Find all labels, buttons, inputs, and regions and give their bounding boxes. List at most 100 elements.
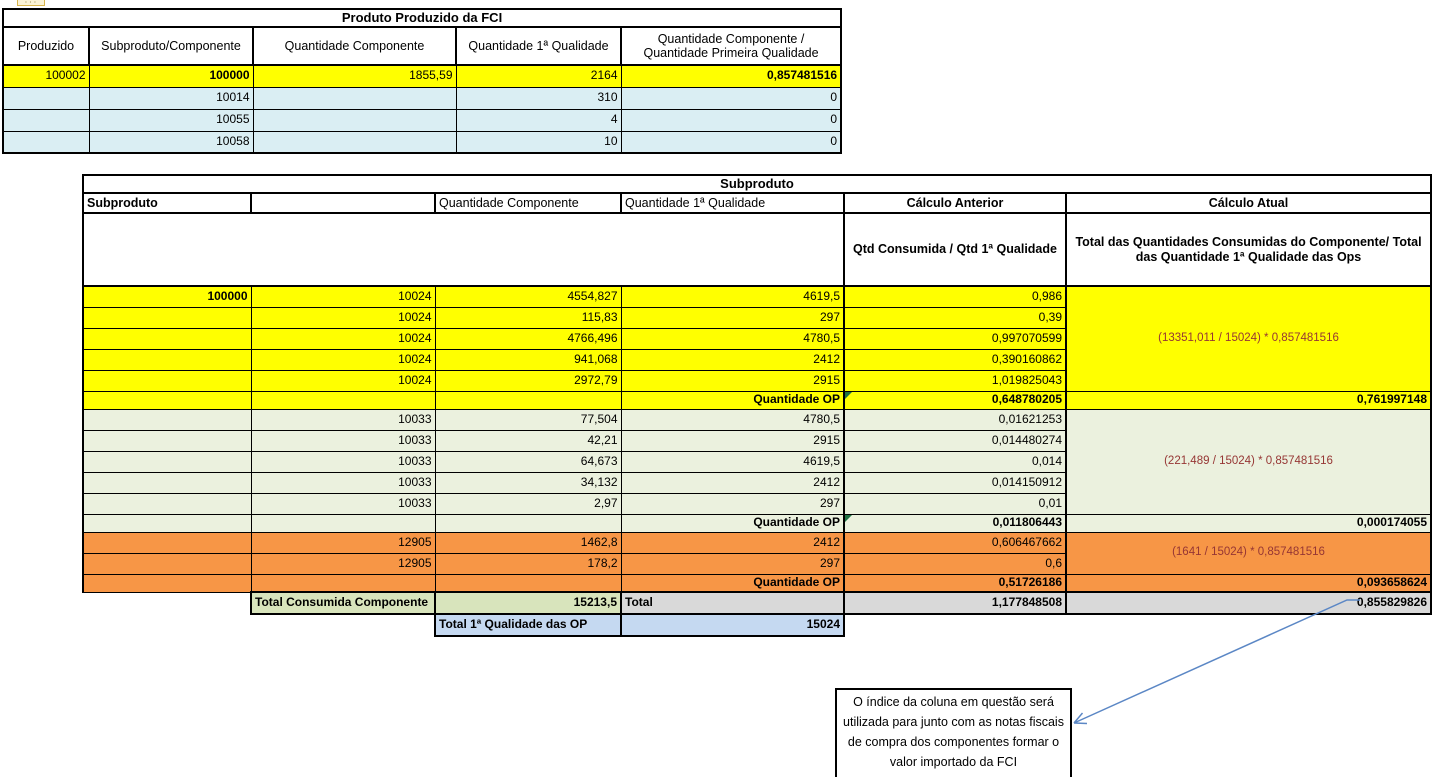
cell-componente[interactable]: 10033 <box>250 471 436 494</box>
cell-qtd-qualidade[interactable]: 310 <box>455 86 622 110</box>
cell-subproduto[interactable]: 100000 <box>88 64 254 88</box>
cell-op-atual[interactable]: 0,761997148 <box>1065 390 1432 410</box>
cell-qtd-componente[interactable]: 64,673 <box>434 450 622 473</box>
cell-total-atual[interactable]: 0,855829826 <box>1065 591 1432 615</box>
cell-componente[interactable]: 10024 <box>250 369 436 392</box>
spreadsheet-cell[interactable] <box>250 390 436 410</box>
spreadsheet-cell[interactable] <box>434 573 622 593</box>
cell-total-consumida-value[interactable]: 15213,5 <box>434 591 622 615</box>
cell-qtd-componente[interactable]: 941,068 <box>434 348 622 371</box>
cell-qtd-componente[interactable]: 178,2 <box>434 552 622 575</box>
table1-header-indice[interactable]: Quantidade Componente / Quantidade Prime… <box>619 26 843 66</box>
cell-indice[interactable]: 0 <box>620 86 843 110</box>
cell-calculo-anterior[interactable]: 0,01621253 <box>843 408 1067 431</box>
spreadsheet-cell[interactable] <box>82 513 252 533</box>
cell-calculo-anterior[interactable]: 0,606467662 <box>843 531 1067 554</box>
cell-op-anterior[interactable]: 0,648780205 <box>843 390 1067 410</box>
cell-qtd-componente[interactable]: 2,97 <box>434 492 622 515</box>
cell-subproduto[interactable]: 100000 <box>82 285 252 308</box>
table2-header-calculo-atual[interactable]: Cálculo Atual <box>1065 192 1432 214</box>
table2-header-blank[interactable] <box>250 192 436 214</box>
cell-subproduto[interactable] <box>82 327 252 350</box>
cell-subproduto[interactable] <box>82 552 252 575</box>
cell-indice[interactable]: 0 <box>620 108 843 132</box>
cell-qtd-componente[interactable]: 4766,496 <box>434 327 622 350</box>
cell-componente[interactable]: 10024 <box>250 285 436 308</box>
cell-componente[interactable]: 10024 <box>250 306 436 329</box>
cell-subproduto[interactable] <box>82 471 252 494</box>
cell-calculo-anterior[interactable]: 0,014480274 <box>843 429 1067 452</box>
cell-qtd-qualidade[interactable]: 297 <box>620 552 845 575</box>
table2-subheader-atual[interactable]: Total das Quantidades Consumidas do Comp… <box>1065 212 1432 287</box>
cell-subproduto[interactable] <box>82 492 252 515</box>
cell-subproduto[interactable] <box>82 450 252 473</box>
cell-op-anterior[interactable]: 0,011806443 <box>843 513 1067 533</box>
cell-qtd-componente[interactable]: 77,504 <box>434 408 622 431</box>
spreadsheet-cell[interactable] <box>434 513 622 533</box>
spreadsheet-cell[interactable] <box>82 390 252 410</box>
annotation-textbox[interactable]: O índice da coluna em questão será utili… <box>835 688 1072 777</box>
table2-header-calculo-anterior[interactable]: Cálculo Anterior <box>843 192 1067 214</box>
cell-calculo-anterior[interactable]: 0,6 <box>843 552 1067 575</box>
cell-qtd-componente[interactable]: 4554,827 <box>434 285 622 308</box>
table1-header-subproduto-componente[interactable]: Subproduto/Componente <box>88 26 254 66</box>
spreadsheet-cell[interactable] <box>250 513 436 533</box>
cell-total-qualidade-label[interactable]: Total 1ª Qualidade das OP <box>434 613 622 637</box>
cell-qtd-qualidade[interactable]: 10 <box>455 130 622 154</box>
cell-calculo-anterior[interactable]: 0,390160862 <box>843 348 1067 371</box>
cell-qtd-componente[interactable] <box>252 86 457 110</box>
cell-indice[interactable]: 0 <box>620 130 843 154</box>
cell-qtd-componente[interactable]: 1855,59 <box>252 64 457 88</box>
cell-calculo-anterior[interactable]: 0,014 <box>843 450 1067 473</box>
cell-op-anterior[interactable]: 0,51726186 <box>843 573 1067 593</box>
cell-qtd-componente[interactable]: 42,21 <box>434 429 622 452</box>
cell-qtd-componente[interactable] <box>252 130 457 154</box>
cell-subproduto[interactable] <box>82 369 252 392</box>
spreadsheet-cell[interactable] <box>434 390 622 410</box>
table2-header-quantidade-componente[interactable]: Quantidade Componente <box>434 192 622 214</box>
cell-qtd-qualidade[interactable]: 4619,5 <box>620 450 845 473</box>
cell-produzido[interactable] <box>2 130 90 154</box>
cell-componente[interactable]: 10024 <box>250 348 436 371</box>
cell-calculo-anterior[interactable]: 1,019825043 <box>843 369 1067 392</box>
cell-qtd-componente[interactable]: 2972,79 <box>434 369 622 392</box>
cell-componente[interactable]: 10033 <box>250 429 436 452</box>
spreadsheet-cell[interactable] <box>82 573 252 593</box>
cell-quantidade-op-label[interactable]: Quantidade OP <box>620 513 845 533</box>
cell-qtd-componente[interactable]: 34,132 <box>434 471 622 494</box>
cell-componente[interactable]: 12905 <box>250 552 436 575</box>
cell-qtd-componente[interactable]: 115,83 <box>434 306 622 329</box>
cell-qtd-qualidade[interactable]: 297 <box>620 306 845 329</box>
table1-header-quantidade-qualidade[interactable]: Quantidade 1ª Qualidade <box>455 26 622 66</box>
cell-subproduto[interactable] <box>82 429 252 452</box>
cell-subproduto[interactable] <box>82 408 252 431</box>
cell-total-label[interactable]: Total <box>620 591 845 615</box>
cell-calculo-anterior[interactable]: 0,986 <box>843 285 1067 308</box>
cell-produzido[interactable]: 100002 <box>2 64 90 88</box>
cell-componente[interactable]: 10033 <box>250 408 436 431</box>
cell-subproduto[interactable]: 10014 <box>88 86 254 110</box>
cell-qtd-qualidade[interactable]: 4780,5 <box>620 408 845 431</box>
cell-formula-merged[interactable]: (1641 / 15024) * 0,857481516 <box>1065 531 1432 575</box>
table2-header-subproduto[interactable]: Subproduto <box>82 192 252 214</box>
cell-total-anterior[interactable]: 1,177848508 <box>843 591 1067 615</box>
cell-qtd-qualidade[interactable]: 4 <box>455 108 622 132</box>
spreadsheet-cell[interactable] <box>250 573 436 593</box>
cell-subproduto[interactable] <box>82 306 252 329</box>
cell-produzido[interactable] <box>2 108 90 132</box>
cell-qtd-qualidade[interactable]: 297 <box>620 492 845 515</box>
cell-componente[interactable]: 10033 <box>250 450 436 473</box>
cell-qtd-qualidade[interactable]: 2915 <box>620 429 845 452</box>
cell-calculo-anterior[interactable]: 0,39 <box>843 306 1067 329</box>
cell-produzido[interactable] <box>2 86 90 110</box>
cell-indice[interactable]: 0,857481516 <box>620 64 843 88</box>
cell-subproduto[interactable] <box>82 531 252 554</box>
cell-componente[interactable]: 10024 <box>250 327 436 350</box>
cell-op-atual[interactable]: 0,000174055 <box>1065 513 1432 533</box>
cell-qtd-qualidade[interactable]: 2164 <box>455 64 622 88</box>
cell-qtd-componente[interactable] <box>252 108 457 132</box>
cell-total-consumida-label[interactable]: Total Consumida Componente <box>250 591 436 615</box>
cell-formula-merged[interactable]: (13351,011 / 15024) * 0,857481516 <box>1065 285 1432 392</box>
cell-qtd-qualidade[interactable]: 4619,5 <box>620 285 845 308</box>
cell-calculo-anterior[interactable]: 0,01 <box>843 492 1067 515</box>
